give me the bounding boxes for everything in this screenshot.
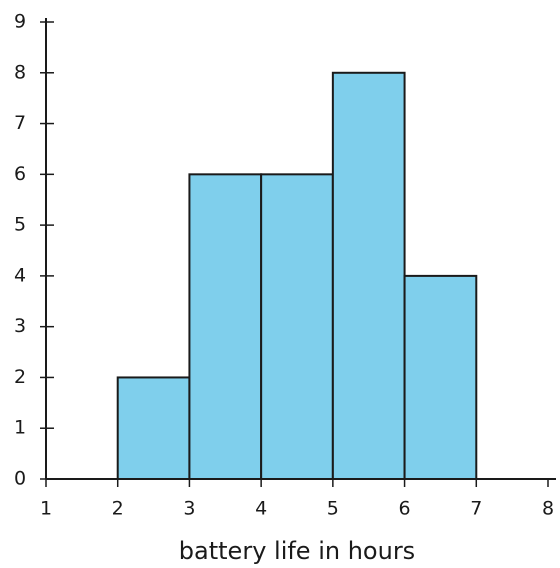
x-tick-label: 5 — [327, 498, 339, 520]
y-tick-label: 9 — [14, 11, 26, 33]
x-tick-label: 4 — [255, 498, 267, 520]
x-tick-label: 2 — [112, 498, 124, 520]
y-tick-label: 2 — [14, 366, 26, 388]
x-tick-label: 1 — [40, 498, 52, 520]
y-tick-label: 3 — [14, 315, 26, 337]
bar — [331, 71, 406, 481]
x-tick-label: 7 — [470, 498, 482, 520]
x-tick-label: 3 — [183, 498, 195, 520]
bar — [260, 173, 334, 480]
bar — [403, 274, 478, 480]
x-tick-label: 6 — [399, 498, 411, 520]
y-tick-label: 6 — [14, 163, 26, 185]
y-tick-label: 1 — [14, 417, 26, 439]
bar — [188, 173, 263, 480]
y-tick-label: 4 — [14, 264, 26, 286]
y-tick-label: 8 — [14, 61, 26, 83]
y-tick-label: 0 — [14, 468, 26, 490]
x-axis-label: battery life in hours — [179, 537, 415, 565]
y-tick-label: 5 — [14, 214, 26, 236]
y-tick-label: 7 — [14, 112, 26, 134]
bar — [116, 376, 191, 481]
x-tick-label: 8 — [542, 498, 554, 520]
